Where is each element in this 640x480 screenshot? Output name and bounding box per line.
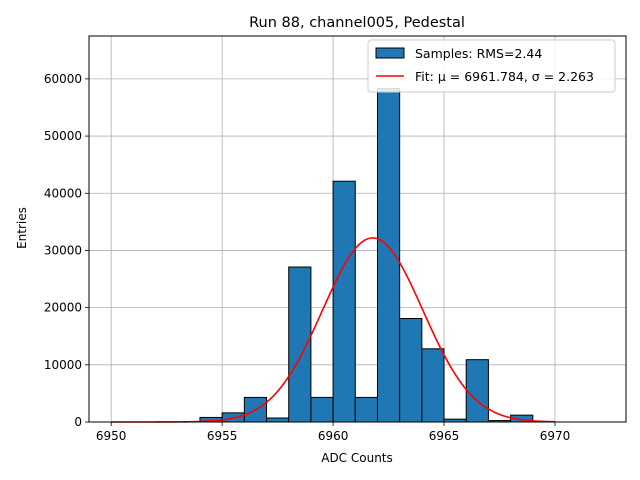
legend-bar-swatch bbox=[375, 47, 405, 59]
chart-title: Run 88, channel005, Pedestal bbox=[249, 15, 465, 31]
histogram-bar bbox=[332, 180, 356, 423]
x-tick-label: 6970 bbox=[540, 429, 571, 443]
legend: Samples: RMS=2.44 Fit: μ = 6961.784, σ =… bbox=[367, 39, 616, 93]
histogram-bar bbox=[376, 88, 401, 423]
histogram-bar bbox=[310, 396, 334, 423]
plot-frame bbox=[88, 35, 627, 423]
histogram-bar bbox=[421, 348, 445, 423]
x-tick-label: 6965 bbox=[429, 429, 460, 443]
legend-histogram-label: Samples: RMS=2.44 bbox=[415, 46, 542, 61]
y-tick-label: 60000 bbox=[44, 72, 82, 86]
y-tick-label: 50000 bbox=[44, 129, 82, 143]
legend-box bbox=[367, 39, 616, 93]
histogram-bar bbox=[288, 266, 312, 423]
y-tick-label: 40000 bbox=[44, 186, 82, 200]
x-tick-label: 6950 bbox=[96, 429, 127, 443]
histogram-bar bbox=[354, 396, 378, 423]
y-axis-label: Entries bbox=[15, 207, 29, 249]
histogram-bar bbox=[399, 317, 423, 423]
y-tick-label: 20000 bbox=[44, 301, 82, 315]
legend-fit-label: Fit: μ = 6961.784, σ = 2.263 bbox=[415, 69, 594, 84]
histogram-bar bbox=[266, 417, 290, 423]
x-tick-label: 6960 bbox=[318, 429, 349, 443]
x-axis-label: ADC Counts bbox=[321, 451, 393, 465]
y-tick-label: 0 bbox=[74, 415, 82, 429]
x-tick-label: 6955 bbox=[207, 429, 238, 443]
x-axis-ticks: 6950 6955 6960 6965 6970 bbox=[96, 422, 570, 443]
y-axis-ticks: 0 10000 20000 30000 40000 50000 60000 bbox=[44, 72, 89, 429]
histogram-bar bbox=[465, 359, 489, 423]
axes bbox=[88, 35, 627, 423]
y-tick-label: 30000 bbox=[44, 243, 82, 257]
y-tick-label: 10000 bbox=[44, 358, 82, 372]
